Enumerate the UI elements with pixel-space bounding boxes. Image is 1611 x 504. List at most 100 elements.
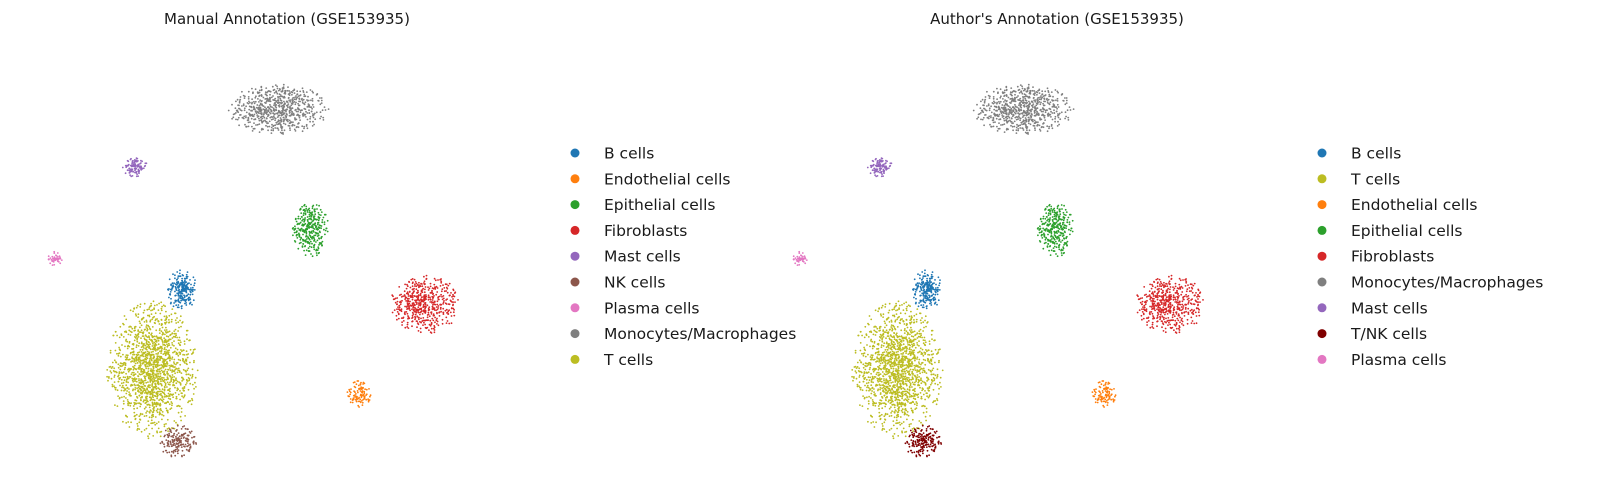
data-point (1016, 106, 1018, 109)
data-point (271, 106, 273, 109)
data-point (1037, 227, 1040, 229)
data-point (991, 119, 994, 122)
data-point (1057, 116, 1060, 119)
data-point (172, 305, 175, 308)
data-point (996, 125, 998, 128)
data-point (168, 319, 170, 321)
data-point (171, 374, 174, 376)
data-point (1044, 100, 1046, 103)
data-point (297, 247, 300, 250)
data-point (1065, 211, 1068, 214)
data-point (317, 246, 320, 249)
cluster-epithelial-cells (1036, 203, 1074, 258)
data-point (368, 388, 370, 390)
data-point (307, 99, 310, 102)
data-point (1004, 107, 1007, 109)
data-point (1017, 124, 1020, 127)
data-point (146, 392, 149, 394)
data-point (238, 100, 241, 103)
data-point (1021, 116, 1024, 118)
data-point (1050, 231, 1053, 234)
data-point (129, 164, 132, 167)
data-point (177, 393, 180, 396)
data-point (133, 411, 136, 414)
data-point (425, 274, 428, 277)
data-point (980, 118, 982, 121)
data-point (401, 299, 403, 302)
data-point (1042, 95, 1045, 97)
data-point (315, 226, 317, 229)
data-point (155, 422, 158, 425)
data-point (261, 115, 264, 118)
data-point (1010, 124, 1012, 127)
data-point (142, 311, 145, 314)
data-point (453, 314, 456, 317)
data-point (156, 368, 159, 371)
data-point (1038, 88, 1041, 91)
data-point (871, 159, 874, 162)
data-point (150, 356, 152, 359)
data-point (297, 126, 300, 129)
data-point (317, 99, 320, 102)
data-point (435, 285, 438, 288)
data-point (433, 326, 436, 329)
data-point (117, 366, 120, 369)
data-point (292, 96, 295, 99)
data-point (265, 117, 268, 120)
data-point (1046, 205, 1048, 208)
data-point (178, 272, 181, 275)
data-point (275, 108, 277, 111)
data-point (138, 172, 140, 175)
data-point (177, 292, 180, 294)
data-point (170, 450, 173, 453)
data-point (184, 300, 187, 303)
data-point (1064, 103, 1067, 106)
data-point (393, 309, 396, 311)
data-point (145, 324, 148, 326)
data-point (159, 442, 162, 445)
data-point (114, 388, 117, 391)
data-point (134, 380, 136, 383)
data-point (1060, 249, 1062, 252)
data-point (177, 411, 180, 414)
data-point (150, 359, 153, 362)
data-point (135, 172, 138, 174)
data-point (1068, 221, 1071, 224)
data-point (1061, 249, 1064, 252)
data-point (305, 125, 308, 127)
data-point (139, 326, 141, 329)
data-point (149, 404, 151, 407)
data-point (302, 243, 305, 245)
data-point (122, 400, 125, 402)
data-point (247, 96, 250, 98)
data-point (309, 240, 312, 243)
data-point (161, 418, 163, 421)
data-point (1053, 209, 1056, 212)
data-point (158, 347, 161, 349)
data-point (295, 110, 298, 113)
data-point (163, 337, 166, 340)
data-point (128, 167, 131, 170)
data-point (297, 107, 299, 110)
data-point (184, 443, 187, 446)
data-point (1007, 96, 1010, 99)
data-point (161, 323, 164, 326)
data-point (436, 323, 438, 325)
data-point (193, 289, 196, 291)
data-point (167, 368, 170, 371)
data-point (1055, 106, 1058, 108)
data-point (355, 400, 358, 403)
data-point (1053, 109, 1055, 112)
data-point (1000, 124, 1002, 126)
data-point (162, 401, 164, 403)
data-point (185, 273, 188, 276)
legend-label: T cells (603, 351, 653, 369)
data-point (362, 381, 365, 384)
data-point (249, 121, 251, 123)
data-point (147, 435, 149, 438)
data-point (250, 109, 252, 112)
data-point (139, 359, 142, 362)
data-point (158, 329, 161, 332)
data-point (182, 443, 185, 446)
data-point (270, 126, 273, 129)
